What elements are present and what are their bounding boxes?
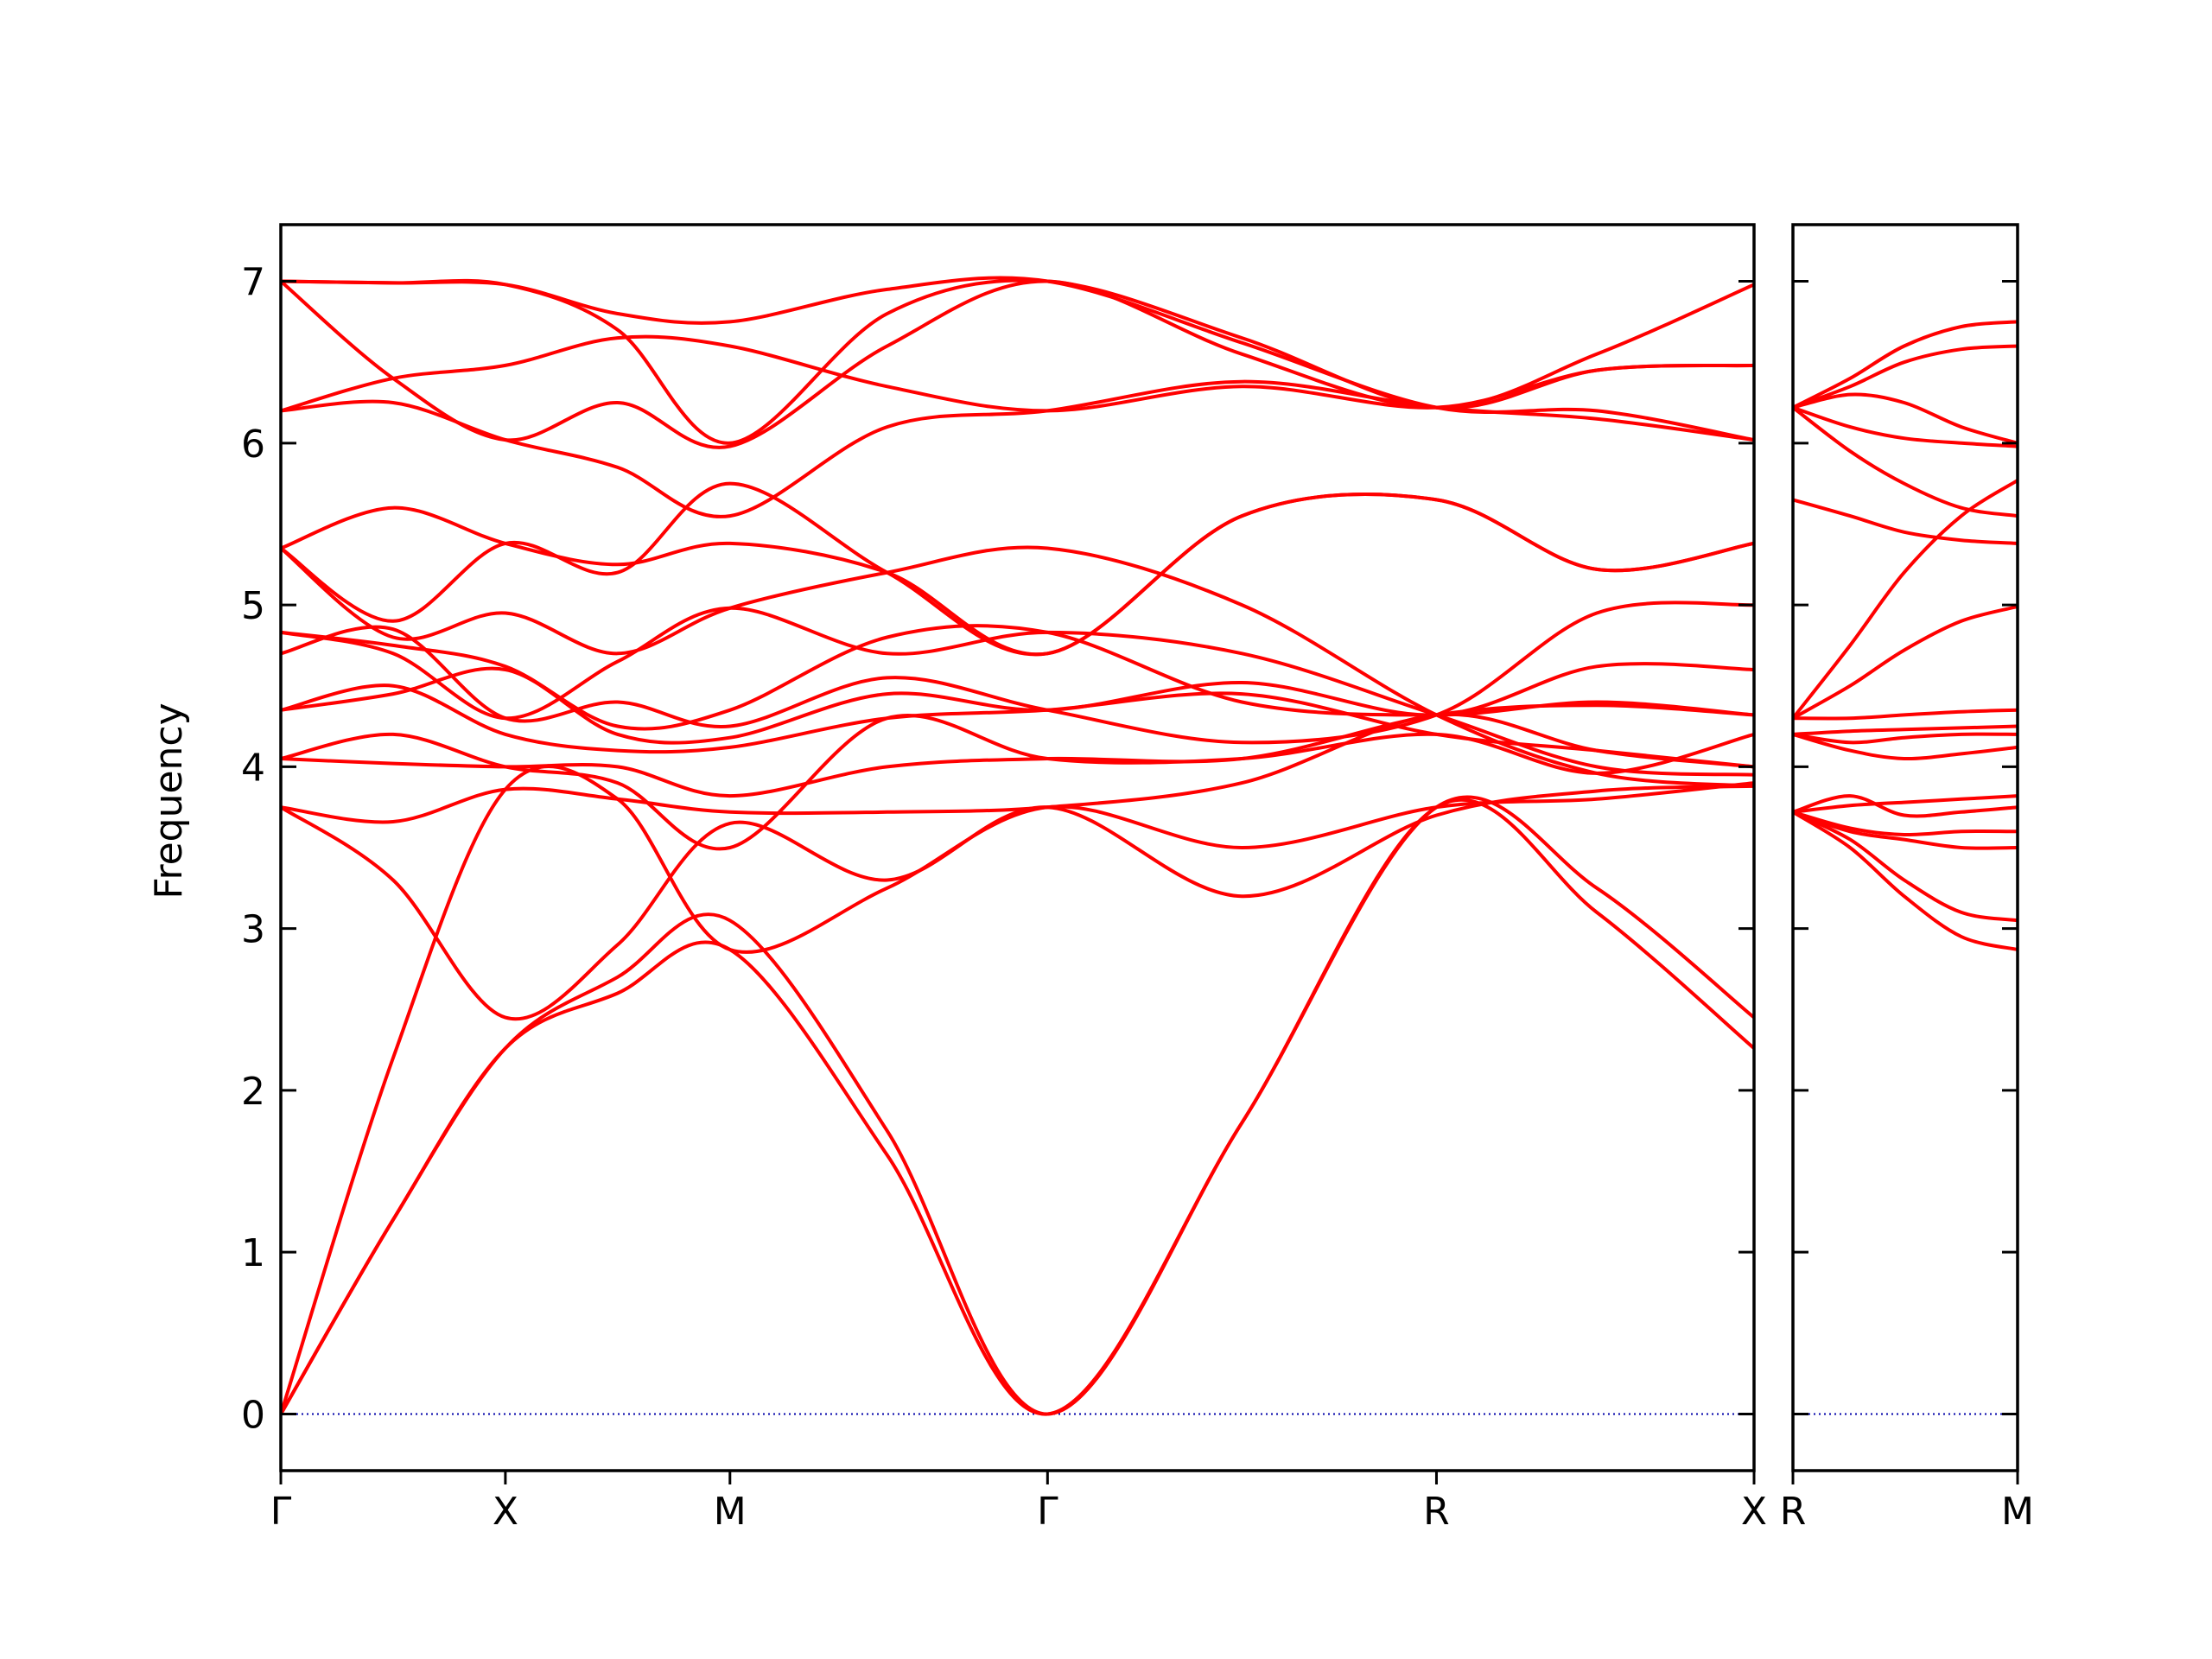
x-tick-label: M — [714, 1490, 747, 1534]
panel-left: 0 1 2 3 4 5 6 7 Γ X M Γ R X — [241, 223, 1767, 1534]
y-tick-label: 2 — [241, 1070, 265, 1114]
plot-frame — [1791, 223, 2019, 1472]
y-tick-label: 1 — [241, 1231, 265, 1275]
band-line-6 — [281, 703, 1754, 798]
band-line-16 — [1793, 392, 2018, 445]
x-tick-label: Γ — [270, 1490, 292, 1534]
band-line-5 — [1793, 794, 2018, 818]
band-line-14 — [1793, 406, 2018, 518]
band-line-11 — [1793, 605, 2018, 720]
band-line-10 — [281, 601, 1754, 745]
y-tick-label: 4 — [241, 746, 265, 790]
band-line-4 — [1793, 810, 2018, 837]
y-tick-label: 3 — [241, 908, 265, 952]
band-line-18 — [281, 279, 1754, 449]
y-tick-label: 6 — [241, 423, 265, 467]
band-line-2 — [1793, 810, 2018, 923]
y-tick-label: 7 — [241, 261, 265, 305]
band-line-14 — [281, 492, 1754, 657]
band-line-6 — [1793, 794, 2018, 814]
band-line-3 — [1793, 810, 2018, 850]
x-tick-label: X — [1741, 1490, 1767, 1534]
band-line-10 — [1793, 708, 2018, 721]
band-line-15 — [281, 481, 1754, 657]
y-tick-label: 0 — [241, 1393, 265, 1437]
x-tick-label: X — [493, 1490, 518, 1534]
band-line-2 — [281, 795, 1754, 1416]
band-line-4 — [281, 784, 1754, 1021]
x-tick-label: M — [2001, 1490, 2034, 1534]
y-tick-label: 5 — [241, 584, 265, 628]
band-line-17 — [1793, 344, 2018, 410]
band-line-18 — [1793, 320, 2018, 410]
band-line-1 — [1793, 810, 2018, 951]
y-axis-label: Frequency — [147, 702, 191, 899]
band-line-16 — [281, 379, 1754, 518]
band-line-12 — [281, 606, 1754, 777]
band-line-5 — [281, 712, 1754, 824]
band-line-9 — [281, 662, 1754, 745]
x-tick-label: R — [1423, 1490, 1450, 1534]
band-line-12 — [1793, 479, 2018, 720]
band-line-8 — [1793, 732, 2018, 745]
band-line-9 — [1793, 724, 2018, 736]
band-line-13 — [1793, 498, 2018, 545]
band-line-19 — [281, 278, 1754, 445]
plot-frame — [279, 223, 1756, 1472]
band-line-13 — [281, 545, 1754, 788]
band-line-15 — [1793, 405, 2018, 448]
band-line-17 — [281, 334, 1754, 413]
band-line-7 — [281, 713, 1754, 851]
band-line-20 — [281, 276, 1754, 442]
band-line-3 — [281, 765, 1754, 1415]
band-line-1 — [281, 798, 1754, 1416]
band-line-7 — [1793, 732, 2018, 761]
band-line-11 — [281, 624, 1754, 731]
x-tick-label: Γ — [1037, 1490, 1058, 1534]
x-tick-label: R — [1780, 1490, 1807, 1534]
